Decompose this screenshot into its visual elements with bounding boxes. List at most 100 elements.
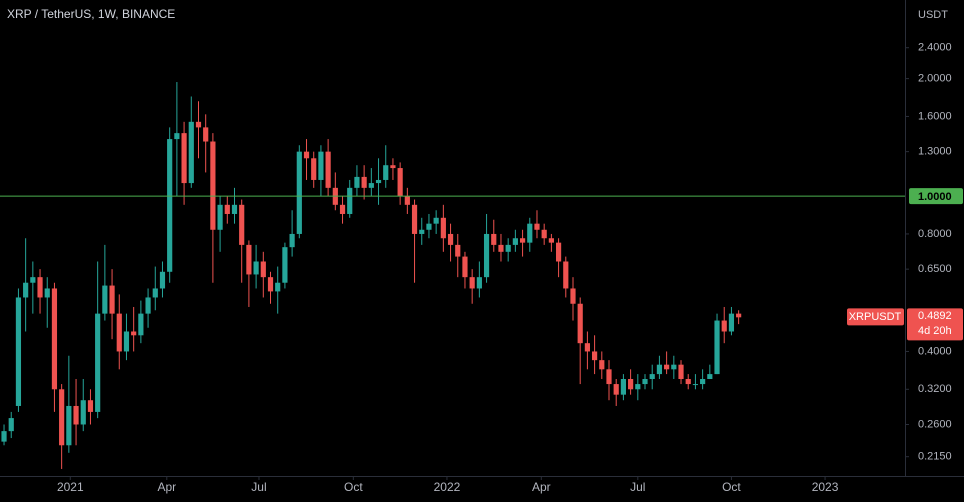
- candle-body: [116, 313, 122, 352]
- y-tick-label: 0.8000: [918, 228, 952, 240]
- y-tick-label: 0.6500: [918, 263, 952, 275]
- candle-body: [311, 158, 317, 180]
- candle-body: [592, 351, 598, 361]
- candle-body: [390, 165, 396, 169]
- candle-body: [447, 233, 454, 245]
- candle-body: [555, 242, 562, 262]
- x-tick-label: 2022: [434, 480, 461, 494]
- candle-body: [642, 379, 648, 385]
- candle-body: [131, 331, 137, 336]
- candle-body: [635, 384, 641, 390]
- candle-body: [239, 204, 245, 245]
- candle-body: [426, 223, 432, 230]
- candle-body: [181, 133, 187, 184]
- horizontal-line-label-box: [909, 188, 963, 205]
- candle-body: [433, 217, 439, 224]
- candle-body: [714, 320, 720, 375]
- candle-body: [51, 288, 58, 390]
- candle-body: [361, 176, 367, 188]
- candle-body: [246, 244, 252, 275]
- candle-body: [505, 244, 511, 252]
- last-price-box: [907, 308, 963, 341]
- candle-body: [411, 204, 418, 234]
- candle-body: [613, 384, 619, 395]
- candle-body: [404, 196, 410, 205]
- candle-body: [87, 400, 94, 412]
- candle-body: [563, 261, 569, 289]
- candle-body: [577, 303, 583, 344]
- y-tick-label: 2.4000: [918, 42, 952, 54]
- candle-body: [109, 285, 115, 314]
- candle-body: [102, 285, 108, 314]
- candle-body: [736, 313, 742, 318]
- last-price-value: 0.4892: [918, 310, 952, 322]
- candle-body: [584, 343, 590, 352]
- candle-body: [167, 139, 173, 272]
- candle-body: [678, 364, 684, 380]
- candle-body: [656, 364, 663, 375]
- candle-body: [195, 121, 202, 128]
- candle-body: [152, 288, 158, 298]
- candle-body: [37, 277, 43, 298]
- candle-body: [498, 244, 504, 252]
- candle-body: [73, 405, 79, 425]
- candle-body: [570, 288, 576, 304]
- candle-body: [260, 261, 266, 278]
- y-tick-label: 0.2600: [918, 418, 952, 430]
- candle-body: [123, 331, 130, 352]
- candle-body: [188, 121, 194, 184]
- candle-body: [707, 374, 713, 380]
- candle-body: [95, 313, 101, 412]
- candle-body: [375, 179, 382, 184]
- candle-body: [296, 151, 302, 234]
- x-tick-label: 2021: [57, 480, 84, 494]
- candle-body: [606, 369, 612, 385]
- candle-body: [469, 277, 475, 289]
- symbol-box: [847, 308, 904, 326]
- candle-body: [541, 229, 547, 239]
- candle-body: [462, 256, 468, 278]
- candle-body: [30, 277, 36, 283]
- candle-body: [325, 151, 331, 188]
- y-tick-label: 1.3000: [918, 146, 952, 158]
- candle-body: [728, 313, 735, 332]
- candle-body: [80, 400, 86, 425]
- candle-body: [1, 431, 7, 442]
- candle-body: [289, 233, 295, 248]
- candle-body: [685, 379, 691, 385]
- y-axis-label: USDT: [918, 9, 948, 21]
- y-tick-label: 1.6000: [918, 110, 952, 122]
- candle-body: [671, 364, 677, 370]
- candle-body: [700, 379, 706, 385]
- candle-body: [548, 238, 554, 243]
- candle-body: [620, 379, 626, 395]
- candle-body: [519, 238, 526, 243]
- candle-body: [628, 379, 634, 390]
- candle-body: [368, 183, 374, 188]
- candle-body: [527, 223, 533, 243]
- y-tick-label: 0.4000: [918, 345, 952, 357]
- x-tick-label: Jul: [630, 480, 645, 494]
- candle-body: [491, 233, 497, 245]
- y-tick-label: 0.2150: [918, 451, 952, 463]
- horizontal-line-label: 1.0000: [918, 191, 952, 203]
- last-price-countdown: 4d 20h: [918, 325, 952, 337]
- candle-body: [267, 277, 274, 292]
- x-tick-label: Oct: [344, 480, 363, 494]
- candle-body: [275, 282, 281, 292]
- candle-body: [455, 244, 461, 257]
- candle-body: [649, 374, 655, 380]
- x-tick-label: 2023: [812, 480, 839, 494]
- x-tick-label: Apr: [532, 480, 551, 494]
- candle-body: [692, 384, 699, 386]
- candle-body: [66, 405, 72, 446]
- candle-body: [721, 320, 727, 332]
- candle-body: [224, 204, 230, 214]
- candle-body: [44, 288, 50, 298]
- candle-body: [318, 151, 324, 180]
- candle-body: [483, 233, 490, 278]
- candle-body: [23, 282, 29, 298]
- candle-body: [303, 151, 310, 159]
- candle-body: [664, 364, 670, 370]
- candle-body: [476, 277, 482, 289]
